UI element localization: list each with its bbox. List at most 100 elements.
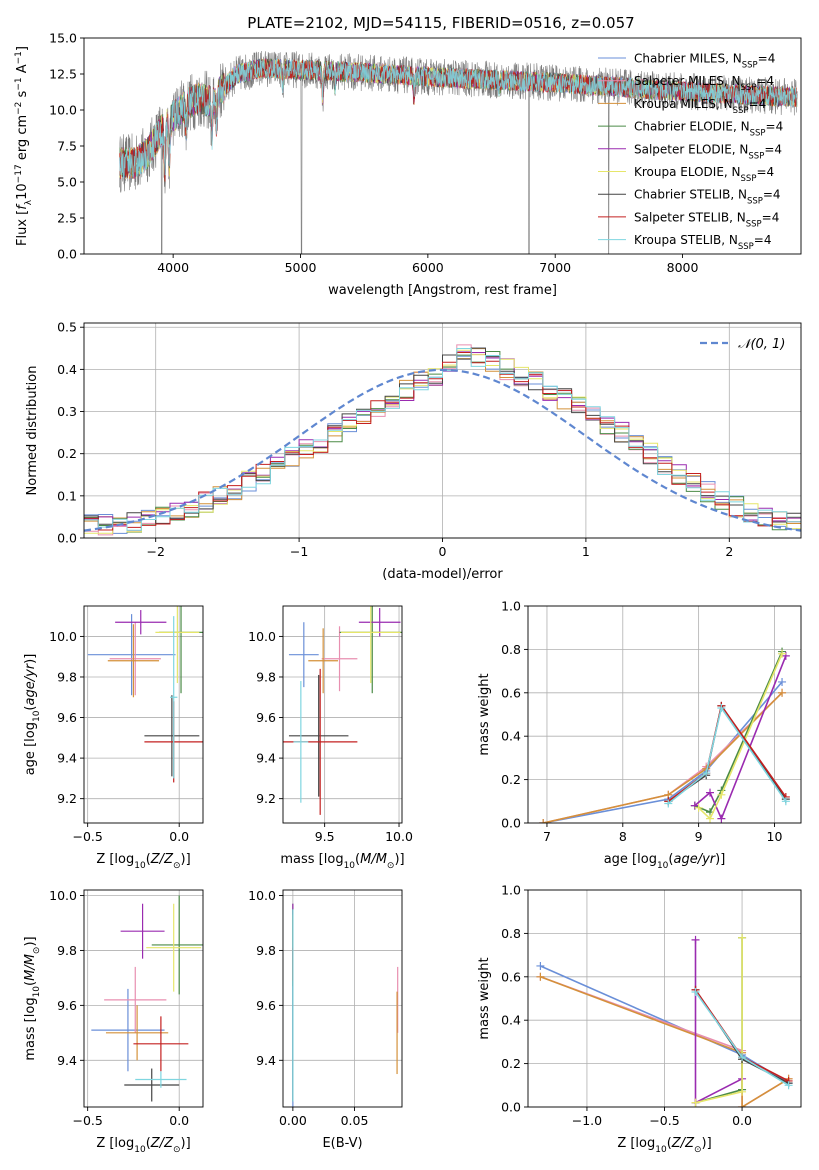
weight-line-4	[694, 651, 783, 814]
weight-line-6	[698, 653, 783, 821]
label-part: Z [log	[96, 852, 134, 867]
label-part: ⊙	[387, 861, 395, 871]
y-tick-label: 0.0	[501, 816, 521, 831]
label-part: 10	[655, 1145, 667, 1155]
data-point-marker	[778, 649, 787, 658]
y-axis-label: mass weight	[477, 957, 492, 1039]
plot-area	[292, 903, 399, 1107]
y-tick-label: 0.1	[57, 488, 77, 503]
y-tick-label: 0.8	[501, 642, 521, 657]
data-point-marker	[691, 935, 700, 944]
x-tick-label: −0.5	[72, 1113, 102, 1128]
legend-label-suffix: =4	[749, 97, 767, 111]
legend-label-sub: SSP	[741, 174, 757, 184]
label-part: )]	[702, 1136, 712, 1151]
panel-weight_vs_Z: −1.0 −0.5 0.0 0.0 0.2 0.4 0.6 0.8 1.0 Z [log10(Z/…	[477, 883, 802, 1155]
legend-label: Salpeter MILES, NSSP=4	[634, 74, 774, 93]
data-point-marker	[691, 987, 700, 996]
y-tick-label: 0.4	[57, 362, 77, 377]
label-part: Z [log	[96, 1136, 134, 1151]
x-tick-label: 5000	[285, 260, 317, 275]
figure-title: PLATE=2102, MJD=54115, FIBERID=0516, z=0…	[247, 14, 634, 32]
x-tick-label: 0.05	[341, 1113, 369, 1128]
label-part: age [log	[23, 722, 38, 775]
legend-label-suffix: =4	[764, 142, 782, 156]
legend-label-main: Salpeter MILES, N	[634, 74, 741, 88]
x-tick-label: −2	[146, 544, 164, 559]
legend-label-sub: SSP	[750, 129, 766, 139]
y-tick-label: 9.6	[256, 998, 276, 1013]
label-part: wavelength [Angstrom, rest frame]	[328, 283, 557, 298]
panel-age_vs_Z: −0.5 0.09.29.49.69.810.0Z [log10(Z/Z⊙)]ag…	[23, 605, 204, 871]
label-part: )]	[23, 936, 38, 946]
y-tick-label: 9.2	[256, 791, 276, 806]
label-part: age [log	[604, 852, 657, 867]
x-axis-label: Z [log10(Z/Z⊙)]	[96, 1136, 190, 1155]
y-tick-label: 7.5	[57, 139, 77, 154]
y-tick-label: 9.4	[256, 1053, 276, 1068]
legend-label-main: Salpeter STELIB, N	[634, 210, 746, 224]
y-tick-label: 9.4	[57, 1053, 77, 1068]
legend-label-sub: SSP	[748, 151, 764, 161]
label-part: (	[146, 1136, 151, 1151]
label-part: 10	[32, 710, 42, 722]
x-tick-label: 0.0	[169, 829, 189, 844]
y-tick-label: 9.4	[57, 751, 77, 766]
x-tick-label: 0.00	[279, 1113, 307, 1128]
y-tick-label: 0.5	[57, 320, 77, 335]
y-tick-label: 5.0	[57, 175, 77, 190]
data-point-marker	[738, 1087, 747, 1096]
data-point-marker	[539, 819, 548, 823]
x-tick-label: −0.5	[649, 1113, 679, 1128]
label-part: (	[355, 852, 360, 867]
panel-spectrum: 4000 5000 6000 7000 8000 0.0 2.5 5.0 7.5 10.0 12.5…	[14, 31, 802, 298]
label-part: 10	[134, 1145, 146, 1155]
plot-area	[84, 344, 801, 536]
normal-curve	[84, 368, 801, 532]
label-part: mass [log	[280, 852, 343, 867]
legend-label-sub: SSP	[733, 106, 749, 116]
y-tick-label: 0.3	[57, 404, 77, 419]
data-point-marker	[781, 797, 790, 806]
legend-label-main: Chabrier ELODIE, N	[634, 120, 750, 134]
plot-area	[283, 606, 402, 815]
label-part: 10	[344, 861, 356, 871]
y-axis-label: mass weight	[477, 673, 492, 755]
x-tick-label: 8000	[667, 260, 699, 275]
legend-label-main: Kroupa ELODIE, N	[634, 165, 741, 179]
axes-frame	[282, 605, 403, 824]
label-part: 10	[657, 861, 669, 871]
legend-label-sub: SSP	[746, 219, 762, 229]
legend-label-suffix: =4	[756, 165, 774, 179]
model-line-9	[119, 57, 798, 179]
data-point-marker	[738, 1053, 747, 1062]
y-tick-label: 0.0	[57, 531, 77, 546]
panel-mass_vs_ebv: 0.00 0.05 9.4 9.6 9.8 10.0 E(B-V)	[248, 888, 403, 1151]
axes-frame	[282, 889, 403, 1108]
x-axis-label: mass [log10(M/M⊙)]	[280, 852, 404, 871]
data-point-marker	[536, 961, 545, 970]
panel-residuals: −2 −1 0 1 2 0.0 0.1 0.2 0.3 0.4 0.5 (data-model)/er…	[25, 320, 802, 582]
y-tick-label: 9.8	[256, 669, 276, 684]
weight-line-3	[543, 692, 783, 823]
x-tick-label: −1.0	[572, 1113, 602, 1128]
data-point-marker	[717, 814, 726, 823]
legend-label-suffix: =4	[756, 74, 774, 88]
y-tick-label: 9.8	[256, 943, 276, 958]
label-part: Z/Z	[150, 852, 174, 867]
y-tick-label: 9.6	[256, 710, 276, 725]
y-tick-label: 0.0	[501, 1100, 521, 1115]
data-point-marker	[536, 972, 545, 981]
label-part: 10	[134, 861, 146, 871]
legend-label-sub: SSP	[742, 61, 758, 71]
x-tick-label: 0.0	[732, 1113, 752, 1128]
data-point-marker	[664, 799, 673, 808]
label-part: Z/Z	[150, 1136, 174, 1151]
y-axis-label: Normed distribution	[25, 366, 40, 496]
x-tick-label: 2	[725, 544, 733, 559]
legend-label-main: Chabrier MILES, N	[634, 52, 742, 66]
x-tick-label: 10	[767, 829, 783, 844]
label-part: −1	[14, 77, 24, 90]
label-part: M/M	[23, 954, 38, 981]
